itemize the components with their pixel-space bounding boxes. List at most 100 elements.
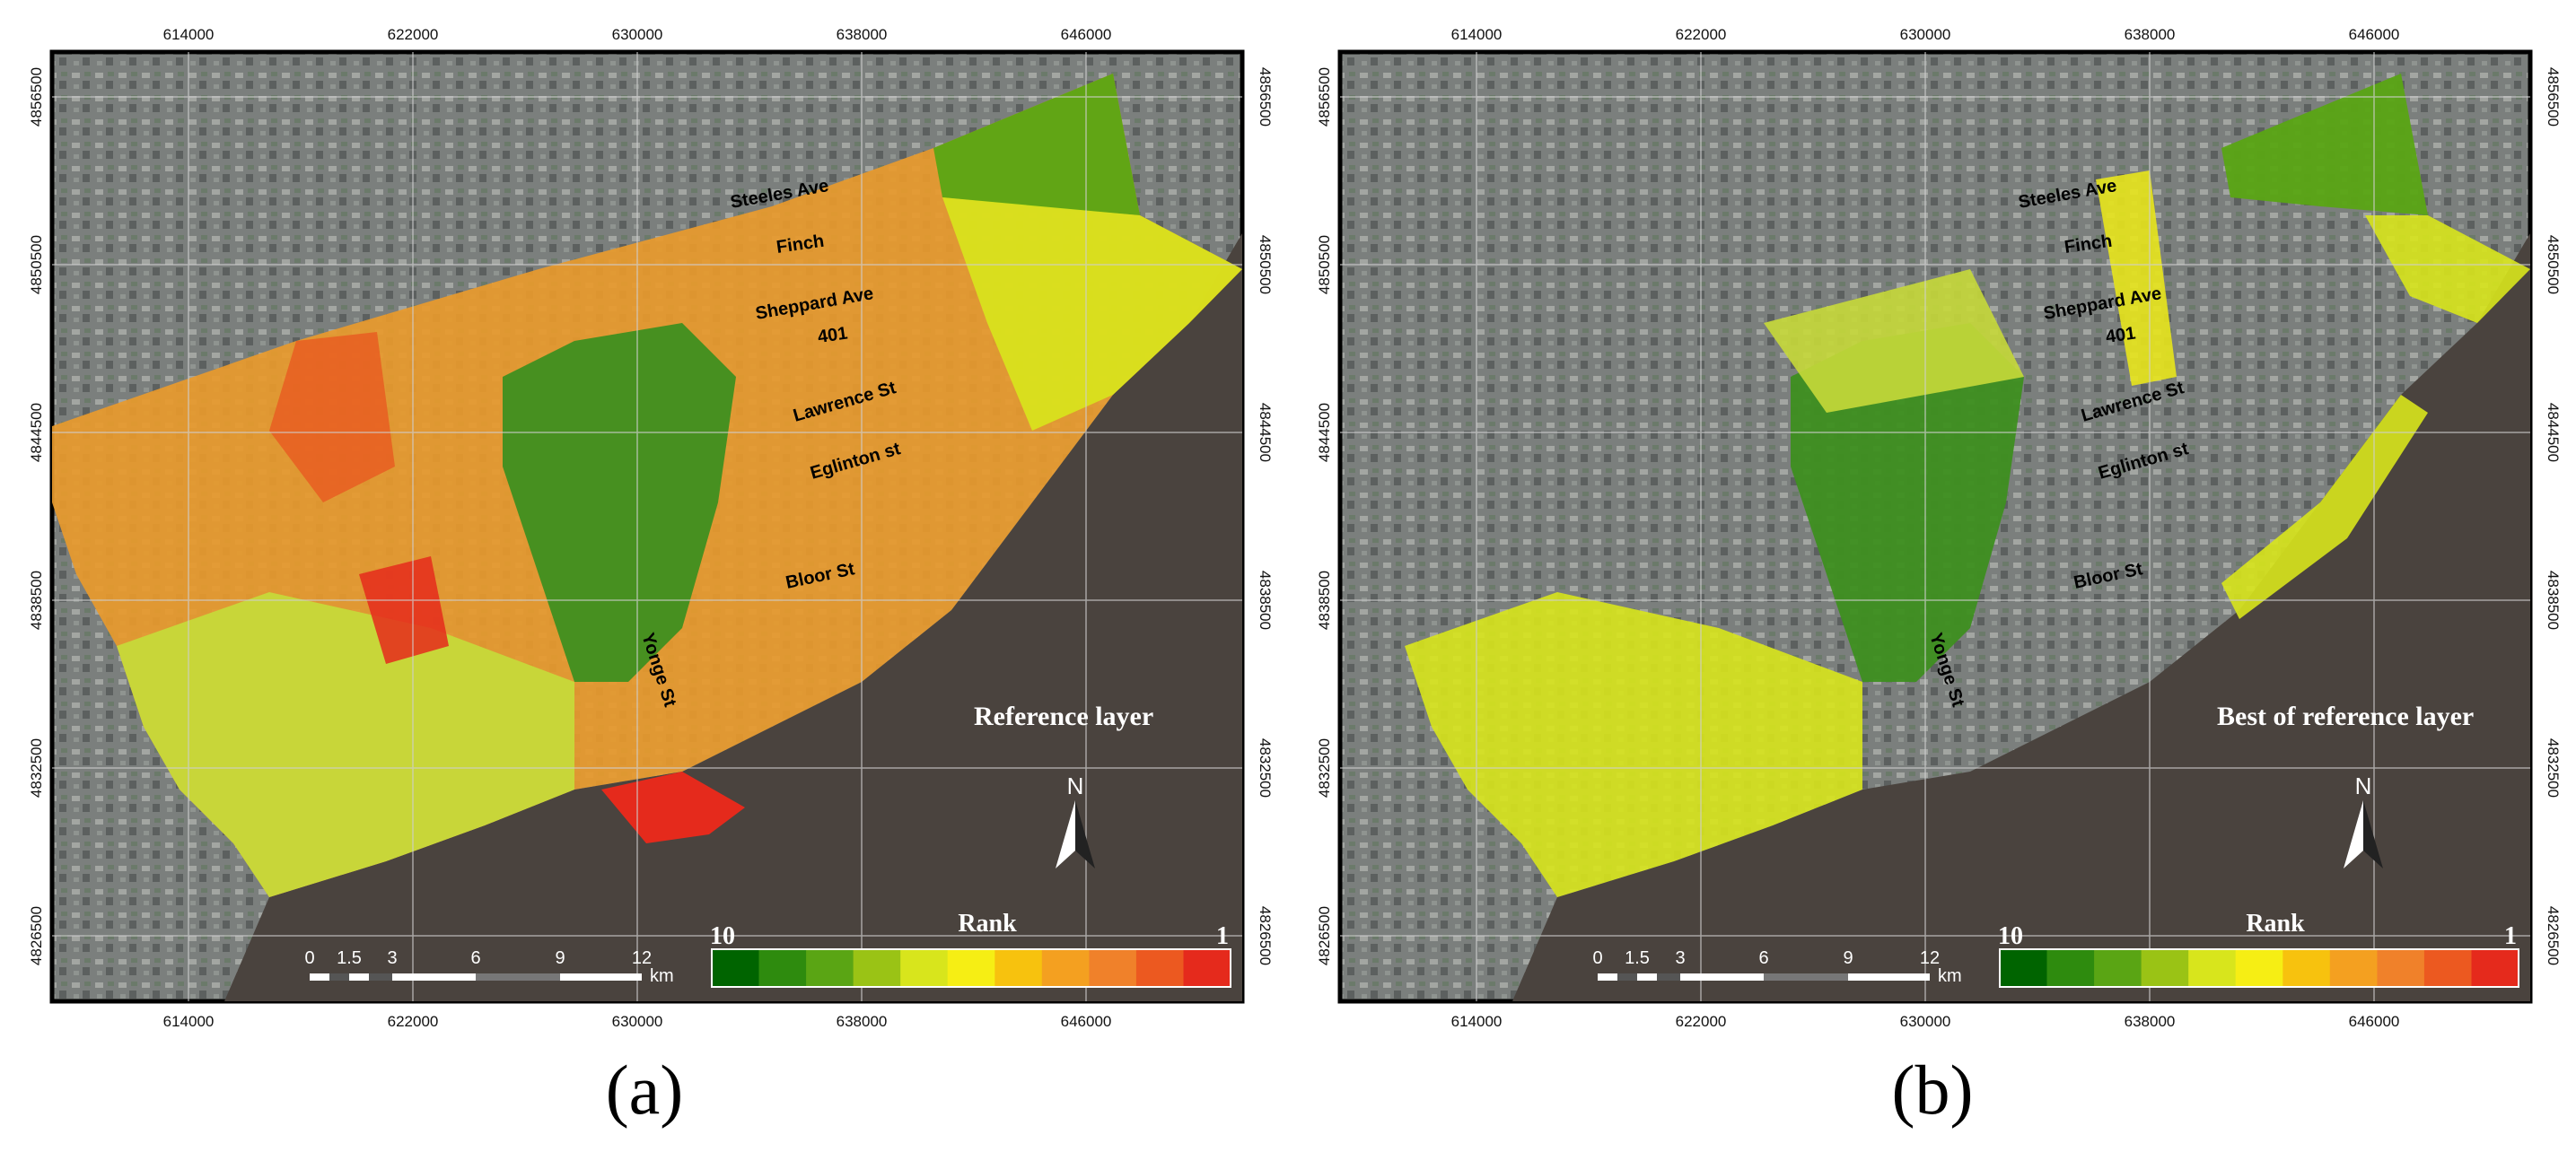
y-tick-left-2: 4850500 (1316, 235, 1333, 294)
scale-bar: 0 1.5 3 6 9 12 km (1592, 948, 1961, 986)
x-tick-bottom-1: 614000 (163, 1013, 215, 1030)
legend-swatch (2377, 949, 2425, 987)
legend-swatch (712, 949, 759, 987)
y-tick-left-3: 4844500 (28, 403, 45, 462)
scale-unit: km (1938, 966, 1962, 986)
x-tick-top-5: 646000 (1061, 26, 1112, 43)
map-figure-a: 614000 622000 630000 638000 646000 61400… (28, 26, 1274, 1030)
legend-high-label: 10 (1998, 922, 2023, 950)
y-tick-right-5: 4832500 (2545, 738, 2562, 798)
x-tick-top-4: 638000 (2125, 26, 2176, 43)
road-label-401: 401 (2105, 324, 2137, 347)
panel-caption: (b) (1891, 1051, 1974, 1129)
scale-unit: km (650, 966, 674, 986)
y-tick-right-2: 4850500 (2545, 235, 2562, 294)
scale-label-5: 12 (1920, 948, 1940, 968)
scale-label-1: 1.5 (1625, 948, 1650, 968)
scale-label-2: 3 (387, 948, 397, 968)
y-tick-right-3: 4844500 (1257, 403, 1274, 462)
x-tick-bottom-3: 630000 (612, 1013, 663, 1030)
legend-swatch (900, 949, 949, 987)
x-tick-top-1: 614000 (1451, 26, 1503, 43)
y-tick-right-5: 4832500 (1257, 738, 1274, 798)
rank-legend: Rank 10 1 (1998, 910, 2519, 988)
y-tick-right-1: 4856500 (2545, 67, 2562, 127)
legend-swatch (2141, 949, 2189, 987)
x-tick-top-2: 622000 (388, 26, 439, 43)
x-tick-bottom-5: 646000 (1061, 1013, 1112, 1030)
y-tick-left-5: 4832500 (28, 738, 45, 798)
grid-lines (1340, 52, 2530, 1001)
zone-green-ne (2221, 74, 2428, 215)
scale-label-0: 0 (1592, 948, 1602, 968)
panel-b: 614000 622000 630000 638000 646000 61400… (1288, 0, 2576, 1152)
zone-green-core (503, 323, 736, 682)
x-tick-top-5: 646000 (2349, 26, 2400, 43)
y-tick-right-1: 4856500 (1257, 67, 1274, 127)
y-tick-right-6: 4826500 (2545, 906, 2562, 965)
x-tick-bottom-3: 630000 (1900, 1013, 1951, 1030)
legend-swatch (2188, 949, 2237, 987)
north-arrow-icon: N (1056, 772, 1095, 868)
y-tick-left-4: 4838500 (28, 571, 45, 630)
legend-high-label: 10 (710, 922, 735, 950)
x-tick-bottom-1: 614000 (1451, 1013, 1503, 1030)
legend-swatch (2423, 949, 2472, 987)
x-tick-top-3: 630000 (612, 26, 663, 43)
legend-low-label: 1 (2504, 922, 2517, 950)
y-tick-left-2: 4850500 (28, 235, 45, 294)
y-tick-left-5: 4832500 (1316, 738, 1333, 798)
legend-swatch (994, 949, 1043, 987)
road-label-401: 401 (817, 324, 849, 347)
legend-swatch (758, 949, 807, 987)
layer-title: Reference layer (974, 702, 1153, 731)
legend-swatch (2000, 949, 2047, 987)
x-tick-top-1: 614000 (163, 26, 215, 43)
legend-title: Rank (958, 910, 1017, 938)
panel-caption: (a) (605, 1051, 684, 1129)
north-arrow-icon: N (2344, 772, 2383, 868)
x-tick-bottom-5: 646000 (2349, 1013, 2400, 1030)
scale-label-1: 1.5 (337, 948, 362, 968)
x-tick-bottom-4: 638000 (837, 1013, 888, 1030)
y-tick-left-3: 4844500 (1316, 403, 1333, 462)
legend-low-label: 1 (1216, 922, 1229, 950)
legend-swatch (2235, 949, 2283, 987)
map-figure-b: 614000 622000 630000 638000 646000 61400… (1316, 26, 2562, 1030)
legend-swatch (2046, 949, 2095, 987)
legend-swatch (1089, 949, 1137, 987)
north-label: N (1067, 772, 1084, 799)
y-tick-left-6: 4826500 (1316, 906, 1333, 965)
y-tick-left-1: 4856500 (28, 67, 45, 127)
y-tick-right-3: 4844500 (2545, 403, 2562, 462)
panel-a: 614000 622000 630000 638000 646000 61400… (28, 26, 1274, 1129)
x-tick-bottom-4: 638000 (2125, 1013, 2176, 1030)
north-label: N (2355, 772, 2372, 799)
y-tick-right-4: 4838500 (2545, 571, 2562, 630)
x-tick-top-3: 630000 (1900, 26, 1951, 43)
y-tick-left-1: 4856500 (1316, 67, 1333, 127)
zone-etobicoke-south (1405, 592, 1862, 897)
zone-red-west (269, 332, 395, 502)
scale-label-3: 6 (470, 948, 480, 968)
scale-label-5: 12 (632, 948, 652, 968)
zone-yellow-north (1764, 269, 2024, 413)
scale-label-0: 0 (304, 948, 314, 968)
y-tick-right-4: 4838500 (1257, 571, 1274, 630)
x-tick-top-4: 638000 (837, 26, 888, 43)
legend-swatch (947, 949, 995, 987)
x-tick-top-2: 622000 (1676, 26, 1727, 43)
legend-swatch (1183, 949, 1231, 987)
layer-title: Best of reference layer (2217, 702, 2474, 731)
zone-yellow-east (942, 197, 1242, 431)
legend-swatch (2471, 949, 2519, 987)
scale-label-2: 3 (1675, 948, 1685, 968)
zone-yellow-corridor (2096, 170, 2177, 386)
legend-swatch (2282, 949, 2331, 987)
zone-red-central (359, 556, 449, 664)
y-tick-left-6: 4826500 (28, 906, 45, 965)
zone-yellow-waterfront (2221, 395, 2428, 619)
legend-title: Rank (2246, 910, 2305, 938)
x-tick-bottom-2: 622000 (388, 1013, 439, 1030)
legend-swatch (2094, 949, 2142, 987)
